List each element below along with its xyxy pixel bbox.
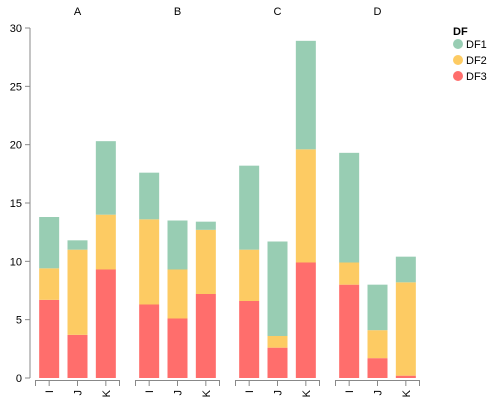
x-tick-label: J xyxy=(373,390,385,396)
x-tick-label: K xyxy=(101,389,113,397)
bar-segment xyxy=(339,152,360,263)
bar-segment xyxy=(295,262,316,378)
y-tick-label: 0 xyxy=(16,373,22,385)
bar-segment xyxy=(95,269,116,378)
bar-segment xyxy=(67,240,88,250)
bar-segment xyxy=(167,318,188,378)
legend-label: DF2 xyxy=(466,55,487,67)
bar-segment xyxy=(367,284,388,331)
bar-segment xyxy=(195,221,216,230)
bar-segment xyxy=(339,262,360,285)
bar-segment xyxy=(339,284,360,378)
y-tick-label: 10 xyxy=(10,256,22,268)
bar-segment xyxy=(395,375,416,378)
x-tick-label: J xyxy=(173,390,185,396)
bar-segment xyxy=(95,214,116,270)
bar-segment xyxy=(39,268,60,300)
bar-segment xyxy=(267,336,288,348)
facet-title: D xyxy=(374,6,382,18)
legend-title: DF xyxy=(453,26,468,38)
legend-swatch xyxy=(453,71,463,81)
bar-segment xyxy=(395,282,416,376)
legend-swatch xyxy=(453,39,463,49)
bar-segment xyxy=(367,330,388,359)
x-tick-label: K xyxy=(401,389,413,397)
bar-segment xyxy=(95,141,116,215)
x-tick-label: J xyxy=(273,390,285,396)
x-tick-label: I xyxy=(344,390,356,393)
x-tick-label: J xyxy=(73,390,85,396)
bar-segment xyxy=(195,294,216,378)
y-tick-label: 20 xyxy=(10,140,22,152)
bar-segment xyxy=(167,269,188,319)
bar-segment xyxy=(395,256,416,283)
bar-segment xyxy=(67,334,88,378)
bar-segment xyxy=(139,304,160,378)
bar-segment xyxy=(367,358,388,378)
bar-segment xyxy=(267,347,288,378)
bar-segment xyxy=(39,299,60,378)
x-tick-label: I xyxy=(244,390,256,393)
bar-segment xyxy=(239,301,260,378)
bar-segment xyxy=(267,241,288,336)
bar-segment xyxy=(239,249,260,301)
bar-segment xyxy=(139,219,160,305)
x-tick-label: I xyxy=(144,390,156,393)
legend-swatch xyxy=(453,55,463,65)
x-tick-label: K xyxy=(201,389,213,397)
y-tick-label: 30 xyxy=(10,23,22,35)
bar-segment xyxy=(295,149,316,263)
x-tick-label: I xyxy=(44,390,56,393)
bar-segment xyxy=(167,220,188,270)
facet-title: C xyxy=(274,6,282,18)
x-tick-label: K xyxy=(301,389,313,397)
facet-title: B xyxy=(174,6,181,18)
bar-segment xyxy=(139,172,160,220)
y-tick-label: 5 xyxy=(16,315,22,327)
legend-label: DF1 xyxy=(466,39,487,51)
bar-segment xyxy=(39,217,60,269)
bar-segment xyxy=(67,249,88,335)
facet-title: A xyxy=(74,6,82,18)
bar-segment xyxy=(239,165,260,250)
legend-label: DF3 xyxy=(466,71,487,83)
bar-segment xyxy=(295,40,316,150)
y-tick-label: 25 xyxy=(10,81,22,93)
bar-segment xyxy=(195,229,216,294)
y-tick-label: 15 xyxy=(10,198,22,210)
